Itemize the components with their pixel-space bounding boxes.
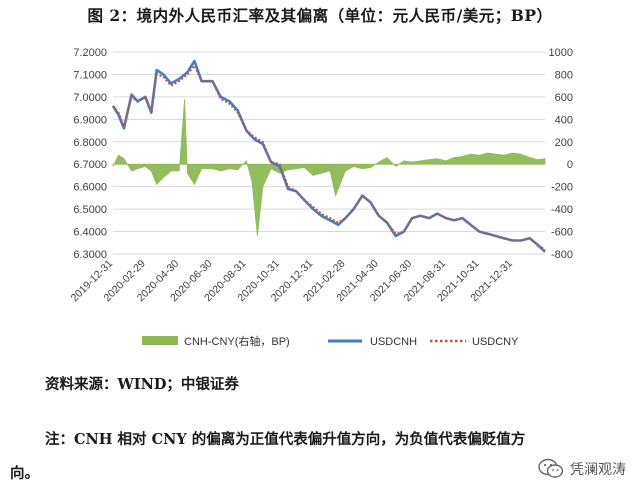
legend-label: USDCNH [370, 336, 417, 348]
left-tick-label: 6.8000 [73, 137, 107, 149]
chart-legend: CNH-CNY(右轴，BP) USDCNH USDCNY [142, 334, 519, 348]
legend-swatch-deviation [142, 336, 178, 345]
watermark-text: 凭澜观涛 [570, 462, 626, 478]
left-tick-label: 7.1000 [73, 69, 107, 81]
legend-label: USDCNY [472, 336, 519, 348]
watermark: 凭澜观涛 [538, 458, 626, 480]
right-tick-label: -800 [551, 249, 573, 261]
left-tick-label: 7.2000 [73, 47, 107, 59]
exchange-rate-chart: 6.3000 6.4000 6.5000 6.6000 6.7000 6.8000 6.90… [69, 47, 573, 348]
usdcnh-line [111, 59, 546, 253]
right-tick-label: 600 [555, 92, 573, 104]
footnote-tail: 向。 [10, 465, 39, 482]
usdcnh-series [111, 59, 546, 253]
right-tick-label: -600 [551, 227, 573, 239]
right-tick-label: -200 [551, 182, 573, 194]
right-tick-label: 800 [555, 69, 573, 81]
right-axis-ticks: -800 -600 -400 -200 0 200 400 600 800 1000 [549, 47, 573, 261]
left-tick-label: 6.4000 [73, 227, 107, 239]
left-tick-label: 6.9000 [73, 114, 107, 126]
footnote: 注：CNH 相对 CNY 的偏离为正值代表偏升值方向，为负值代表偏贬值方 [45, 431, 526, 448]
left-axis-ticks: 6.3000 6.4000 6.5000 6.6000 6.7000 6.8000 6.90… [73, 47, 107, 261]
left-tick-label: 7.0000 [73, 92, 107, 104]
left-tick-label: 6.7000 [73, 159, 107, 171]
source-note: 资料来源：WIND；中银证券 [45, 376, 239, 393]
left-tick-label: 6.5000 [73, 204, 107, 216]
left-tick-label: 6.6000 [73, 182, 107, 194]
wechat-icon [538, 458, 564, 478]
right-tick-label: 1000 [549, 47, 573, 59]
right-tick-label: -400 [551, 204, 573, 216]
deviation-series [112, 99, 546, 237]
legend-label: CNH-CNY(右轴，BP) [184, 334, 290, 348]
x-axis-ticks: 2019-12-312020-02-292020-04-302020-06-30… [69, 258, 515, 305]
right-tick-label: 0 [567, 159, 573, 171]
right-tick-label: 200 [555, 137, 573, 149]
left-tick-label: 6.3000 [73, 249, 107, 261]
figure-title: 图 2：境内外人民币汇率及其偏离（单位：元人民币/美元；BP） [87, 6, 553, 25]
deviation-area [112, 99, 546, 237]
gridlines [113, 51, 545, 255]
right-tick-label: 400 [555, 114, 573, 126]
